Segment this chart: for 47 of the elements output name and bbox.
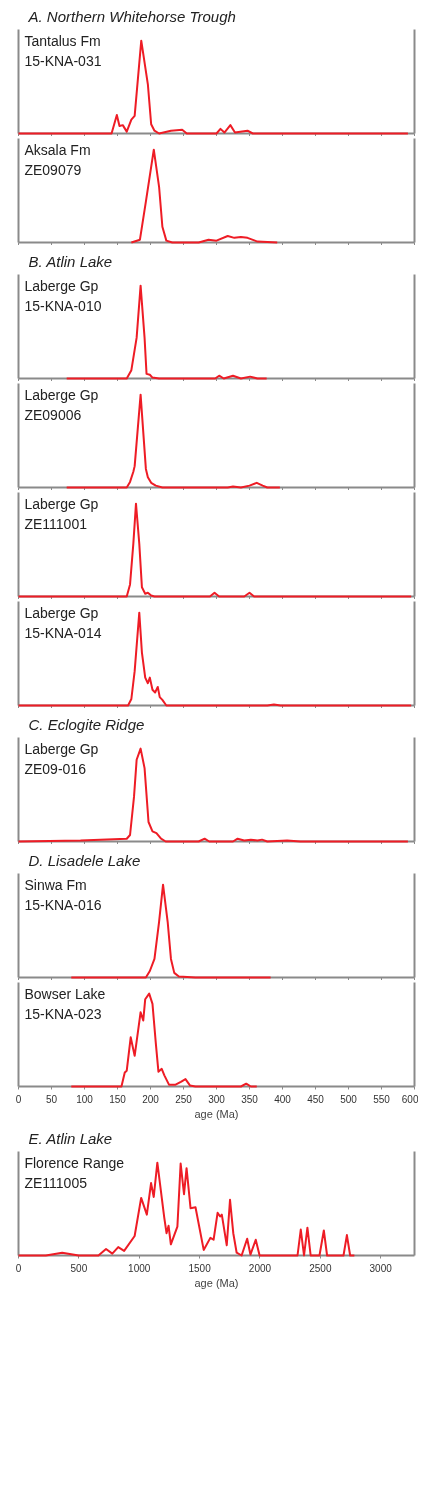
annotation: ZE111001 — [24, 516, 88, 533]
x-tick-label: 150 — [109, 1093, 127, 1105]
x-tick-label: 100 — [76, 1093, 94, 1105]
x-tick-label: 1500 — [188, 1262, 212, 1274]
annotation: Tantalus Fm — [24, 32, 101, 49]
x-tick-label: 400 — [274, 1093, 292, 1105]
x-tick-label: 350 — [241, 1093, 259, 1105]
annotation: Laberge Gp — [24, 495, 99, 512]
x-tick-label: 250 — [175, 1093, 193, 1105]
x-tick-label: 0 — [15, 1093, 22, 1105]
x-axis-title: age (Ma) — [194, 1107, 239, 1120]
annotation: Laberge Gp — [24, 740, 99, 757]
annotation: ZE09079 — [24, 162, 82, 179]
chart-title: A. Northern Whitehorse Trough — [27, 7, 236, 25]
x-tick-label: 500 — [70, 1262, 88, 1274]
annotation: ZE09-016 — [24, 761, 87, 778]
x-tick-label: 300 — [208, 1093, 226, 1105]
annotation: 15-KNA-031 — [24, 53, 102, 70]
annotation: Laberge Gp — [24, 604, 99, 621]
annotation: 15-KNA-014 — [24, 625, 102, 642]
x-tick-label: 450 — [307, 1093, 325, 1105]
annotation: Aksala Fm — [24, 141, 91, 158]
annotation: Sinwa Fm — [24, 876, 87, 893]
x-axis-title: age (Ma) — [194, 1276, 239, 1289]
annotation: 15-KNA-010 — [24, 298, 102, 315]
chart-title: E. Atlin Lake — [28, 1129, 113, 1147]
x-tick-label: 550 — [373, 1093, 391, 1105]
annotation: 15-KNA-023 — [24, 1006, 102, 1023]
annotation: Bowser Lake — [24, 985, 106, 1002]
annotation: ZE111005 — [24, 1175, 88, 1192]
x-tick-label: 500 — [340, 1093, 358, 1105]
chart-title: D. Lisadele Lake — [28, 851, 141, 869]
x-tick-label: 1000 — [128, 1262, 151, 1274]
chart-title: B. Atlin Lake — [28, 252, 113, 270]
x-tick-label: 600 — [401, 1093, 419, 1105]
annotation: Laberge Gp — [24, 277, 99, 294]
annotation: Laberge Gp — [24, 386, 99, 403]
x-tick-label: 0 — [15, 1262, 22, 1274]
x-tick-label: 2000 — [248, 1262, 272, 1274]
x-tick-label: 200 — [142, 1093, 160, 1105]
chart-title: C. Eclogite Ridge — [28, 715, 145, 733]
x-tick-label: 3000 — [369, 1262, 393, 1274]
annotation: 15-KNA-016 — [24, 897, 102, 914]
annotation: Florence Range — [24, 1154, 125, 1171]
x-tick-label: 50 — [45, 1093, 58, 1105]
x-tick-label: 2500 — [309, 1262, 332, 1274]
annotation: ZE09006 — [24, 407, 82, 424]
